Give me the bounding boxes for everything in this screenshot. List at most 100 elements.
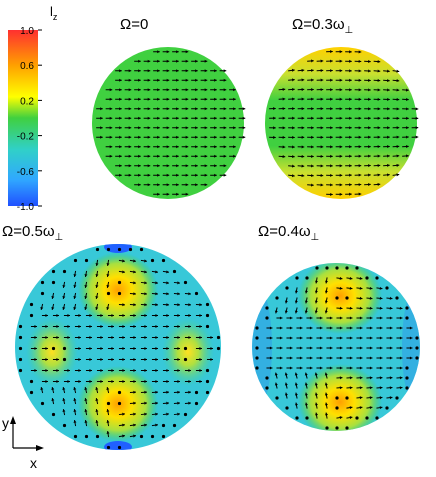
flow-arrow-head bbox=[195, 154, 198, 158]
flow-arrow-head bbox=[73, 387, 77, 391]
flow-arrow-head bbox=[199, 379, 202, 384]
flow-arrow-head bbox=[304, 382, 308, 386]
colorbar-tick-label: 0.2 bbox=[20, 96, 34, 107]
flow-arrow-head bbox=[195, 69, 198, 73]
flow-arrow-head bbox=[349, 276, 353, 280]
flow-arrow-head bbox=[128, 88, 132, 92]
flow-arrow-head bbox=[359, 306, 363, 310]
flow-arrow-head bbox=[294, 372, 298, 376]
flow-dot bbox=[62, 423, 67, 428]
flow-arrow-head bbox=[339, 316, 343, 320]
flow-arrow-head bbox=[369, 316, 373, 320]
flow-arrow-head bbox=[78, 313, 81, 318]
flow-arrow-head bbox=[294, 290, 298, 294]
flow-arrow-head bbox=[301, 164, 305, 168]
flow-arrow-head bbox=[204, 126, 208, 130]
flow-dot bbox=[295, 276, 299, 280]
flow-arrow-head bbox=[214, 78, 217, 82]
flow-arrow-head bbox=[177, 281, 180, 285]
flow-arrow-head bbox=[106, 431, 110, 434]
density-lobes bbox=[26, 244, 214, 450]
flow-arrow-head bbox=[339, 376, 343, 380]
flow-arrow-head bbox=[157, 145, 160, 149]
flow-arrow-head bbox=[349, 183, 352, 187]
flow-dot bbox=[355, 416, 359, 420]
flow-arrow-head bbox=[100, 313, 103, 318]
flow-arrow-head bbox=[294, 310, 298, 314]
flow-arrow-head bbox=[330, 154, 333, 158]
flow-arrow-head bbox=[339, 78, 343, 82]
flow-arrow-head bbox=[349, 69, 352, 73]
flow-arrow-head bbox=[389, 356, 393, 360]
flow-arrow-head bbox=[299, 356, 303, 360]
flow-arrow-head bbox=[147, 154, 151, 158]
flow-arrow-head bbox=[157, 135, 160, 139]
arrow-field bbox=[255, 266, 419, 430]
flow-arrow-head bbox=[339, 107, 343, 111]
flow-arrow-head bbox=[233, 135, 236, 139]
flow-arrow-head bbox=[84, 398, 88, 401]
flow-arrow-head bbox=[349, 116, 352, 120]
flow-arrow-head bbox=[349, 107, 352, 111]
flow-arrow-head bbox=[292, 164, 295, 168]
flow-arrow-head bbox=[34, 324, 37, 329]
flow-arrow-head bbox=[56, 335, 59, 340]
flow-arrow-head bbox=[45, 357, 48, 362]
panel-title: Ω=0 bbox=[120, 16, 148, 33]
flow-arrow-head bbox=[204, 69, 208, 73]
flow-dot bbox=[18, 346, 23, 351]
flow-arrow-head bbox=[309, 346, 313, 350]
flow-arrow-head bbox=[176, 88, 179, 92]
flow-arrow-head bbox=[294, 300, 298, 304]
flow-arrow-head bbox=[128, 145, 132, 149]
flow-arrow-head bbox=[95, 398, 99, 401]
flow-arrow-head bbox=[214, 173, 217, 177]
flow-arrow-head bbox=[320, 116, 324, 120]
colorbar-ticks: 1.0 0.6 0.2 -0.2 -0.6 -1.0 bbox=[17, 26, 42, 213]
flow-arrow-head bbox=[368, 88, 371, 92]
flow-arrow-head bbox=[358, 145, 362, 149]
flow-dot bbox=[62, 346, 67, 351]
flow-arrow-head bbox=[177, 401, 180, 405]
flow-arrow-head bbox=[166, 335, 169, 340]
flow-dot bbox=[405, 316, 409, 320]
flow-arrow-head bbox=[157, 50, 160, 54]
flow-arrow-head bbox=[223, 69, 227, 73]
flow-dot bbox=[255, 336, 259, 340]
flow-arrow-head bbox=[147, 97, 151, 101]
flow-arrow-head bbox=[320, 59, 324, 63]
flow-arrow-head bbox=[329, 366, 333, 370]
flow-arrow-head bbox=[349, 406, 353, 410]
flow-arrow-head bbox=[311, 154, 314, 158]
flow-arrow-head bbox=[320, 69, 324, 73]
flow-arrow-head bbox=[177, 335, 180, 340]
flow-arrow-head bbox=[406, 135, 409, 139]
flow-arrow-head bbox=[176, 107, 179, 111]
flow-dot bbox=[335, 396, 339, 400]
flow-arrow-head bbox=[157, 69, 160, 73]
flow-arrow-head bbox=[387, 145, 390, 149]
flow-arrow-head bbox=[122, 335, 125, 340]
flow-arrow-head bbox=[34, 357, 37, 362]
flow-dot bbox=[205, 302, 210, 307]
flow-arrow-head bbox=[379, 396, 383, 400]
flow-arrow-head bbox=[67, 313, 70, 318]
flow-dot bbox=[40, 401, 45, 406]
flow-arrow-head bbox=[210, 346, 213, 351]
flow-arrow-head bbox=[176, 59, 179, 63]
flow-arrow-head bbox=[109, 145, 113, 149]
flow-arrow-head bbox=[273, 135, 276, 139]
flow-arrow-head bbox=[204, 116, 208, 120]
flow-arrow-head bbox=[176, 126, 179, 130]
flow-arrow-head bbox=[122, 379, 125, 384]
flow-arrow-head bbox=[155, 324, 158, 329]
flow-arrow-head bbox=[368, 59, 371, 64]
flow-dot bbox=[128, 247, 133, 252]
flow-arrow-head bbox=[166, 183, 170, 187]
flow-arrow-head bbox=[282, 135, 286, 139]
flow-arrow-head bbox=[111, 368, 114, 373]
flow-arrow-head bbox=[133, 324, 136, 329]
flow-arrow-head bbox=[176, 145, 179, 149]
flow-dot bbox=[106, 247, 111, 252]
flow-arrow-head bbox=[379, 366, 383, 370]
